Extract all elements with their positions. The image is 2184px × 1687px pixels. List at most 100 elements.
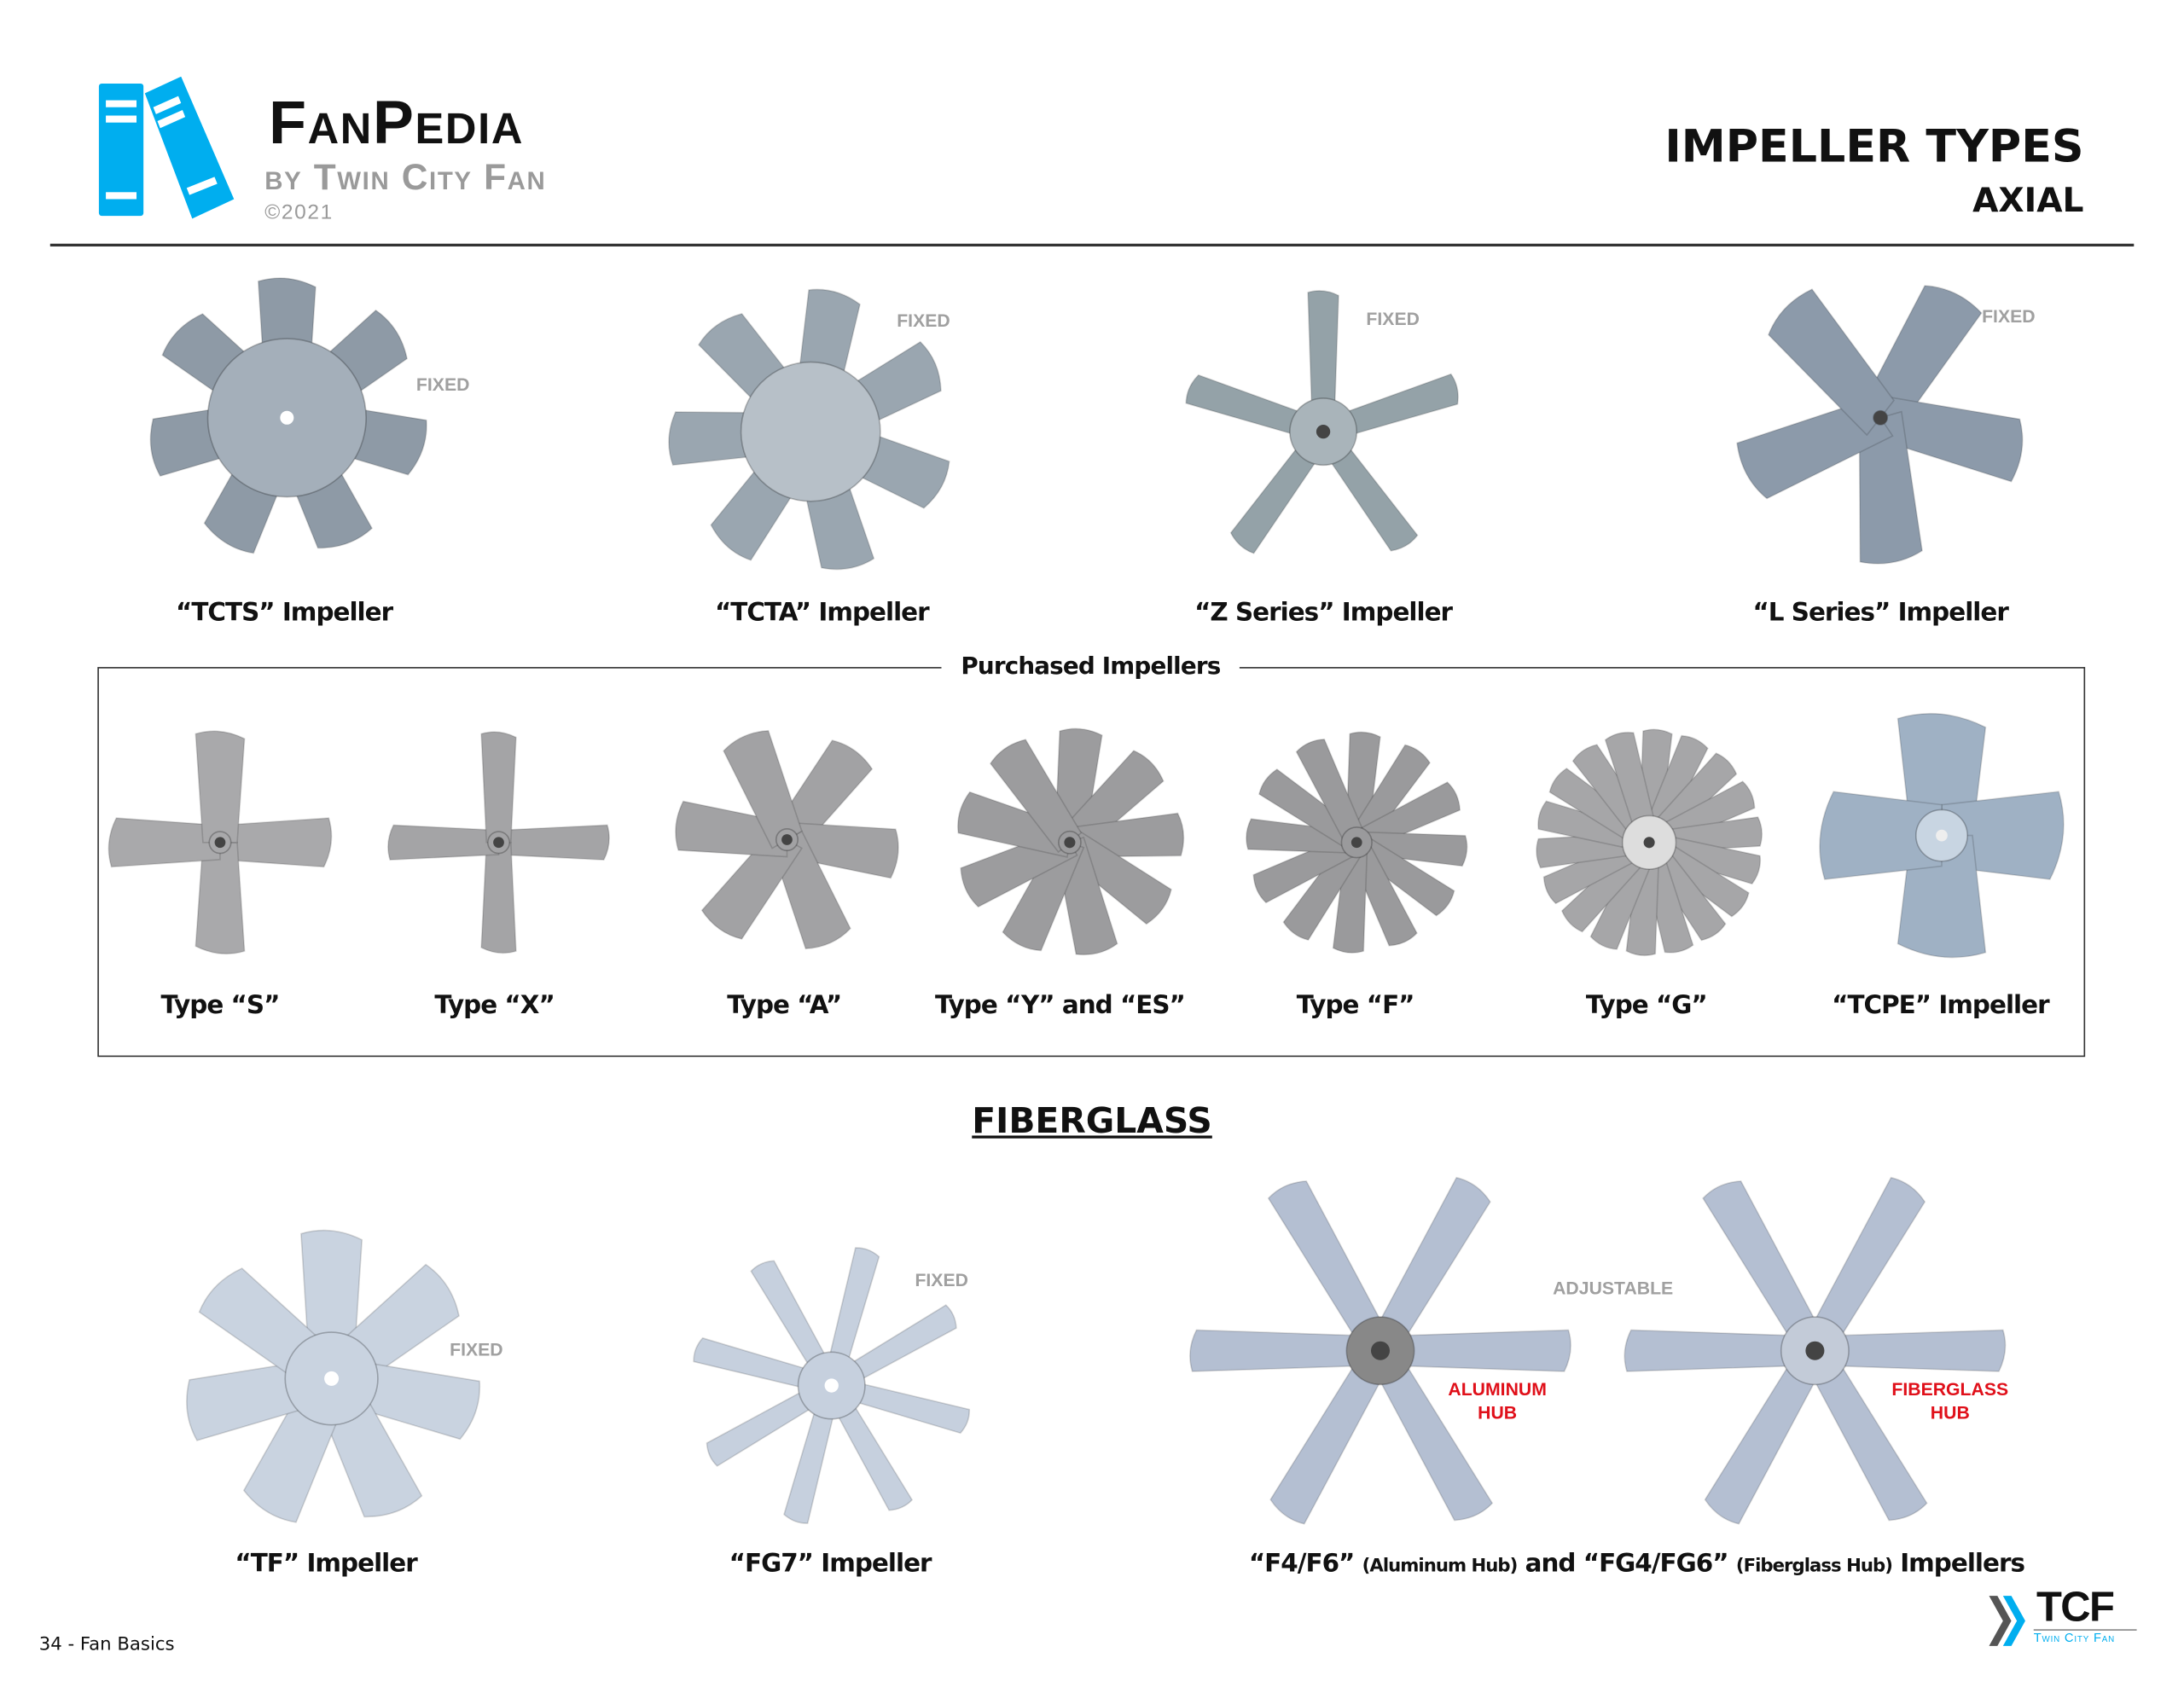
blade — [1282, 836, 1368, 942]
type-a-label: Type “A” — [727, 990, 842, 1020]
blade — [107, 817, 221, 868]
tf-impeller-icon — [186, 1229, 481, 1523]
type-y-es-label: Type “Y” and “ES” — [935, 990, 1186, 1020]
tcf-logo-subtitle: Twin City Fan — [2033, 1629, 2137, 1644]
blade — [1702, 1180, 1829, 1359]
blade — [195, 841, 246, 955]
type-s-impeller-icon — [107, 730, 333, 955]
blade — [1801, 1342, 1928, 1522]
type-x-impeller-icon — [387, 731, 610, 954]
blade — [1625, 841, 1660, 957]
adjustable-tag: ADJUSTABLE — [1553, 1278, 1674, 1299]
fiberglass-hub-tag: FIBERGLASS HUB — [1891, 1377, 2008, 1425]
bore — [1805, 1341, 1825, 1360]
blade — [219, 817, 333, 868]
type-g-impeller-icon — [1536, 728, 1763, 957]
f4-fg4-caption: “F4/F6” (Aluminum Hub) and “FG4/FG6” (Fi… — [1248, 1549, 2025, 1579]
page-subtitle: AXIAL — [1972, 181, 2084, 220]
blade — [1814, 1329, 2007, 1372]
tcf-logo: TCF — [2036, 1585, 2115, 1631]
page-number: 34 - Fan Basics — [38, 1634, 175, 1656]
tcta-label: “TCTA” Impeller — [714, 598, 930, 628]
caption-aluminum-hub: (Aluminum Hub) — [1362, 1556, 1519, 1578]
blade — [480, 731, 517, 844]
type-s-label: Type “S” — [160, 990, 281, 1020]
blade — [1350, 832, 1455, 917]
header-divider — [49, 243, 2135, 246]
blade — [1704, 1342, 1829, 1525]
tf-label: “TF” Impeller — [235, 1549, 417, 1579]
brand-title: FanPedia — [269, 89, 525, 158]
fiberglass-heading: FIBERGLASS — [972, 1100, 1212, 1141]
blade — [1061, 828, 1172, 925]
blade — [1801, 1176, 1926, 1359]
bore — [1873, 410, 1888, 425]
tcf-logo-chevrons-icon — [1989, 1596, 2025, 1646]
aluminum-hub-tag: ALUMINUM HUB — [1448, 1377, 1547, 1425]
fiberglass-hub-line1: FIBERGLASS — [1891, 1378, 2009, 1400]
fg7-fixed-tag: FIXED — [915, 1269, 968, 1290]
type-a-impeller-icon — [675, 729, 899, 950]
tf-fixed-tag: FIXED — [450, 1338, 503, 1360]
blade — [1380, 1329, 1571, 1372]
blade — [1819, 791, 1943, 880]
bore — [1643, 837, 1655, 849]
blade — [1269, 1342, 1394, 1525]
type-x-label: Type “X” — [434, 990, 555, 1020]
aluminum-hub-line1: ALUMINUM — [1448, 1378, 1547, 1400]
blade — [700, 830, 804, 940]
blade — [1356, 831, 1468, 867]
caption-f4-f6: “F4/F6” — [1248, 1549, 1356, 1579]
blade — [1623, 1329, 1816, 1372]
brand-byline: by Twin City Fan — [264, 155, 547, 198]
aluminum-hub-line2: HUB — [1478, 1402, 1518, 1423]
bore — [280, 410, 294, 425]
type-f-label: Type “F” — [1296, 990, 1415, 1020]
tcta-impeller-icon — [668, 288, 950, 571]
blade — [1367, 1342, 1494, 1522]
blade — [1332, 841, 1368, 954]
blade — [1736, 398, 1894, 500]
bore — [214, 837, 226, 849]
caption-fiberglass-hub: (Fiberglass Hub) — [1735, 1556, 1893, 1578]
l-series-fixed-tag: FIXED — [1982, 305, 2036, 327]
blade — [1346, 744, 1432, 849]
blade — [387, 824, 500, 861]
fg7-impeller-icon — [693, 1247, 971, 1524]
fiberglass-hub-line2: HUB — [1930, 1402, 1970, 1423]
tcts-fixed-tag: FIXED — [415, 374, 470, 395]
tcta-fixed-tag: FIXED — [897, 310, 950, 331]
bore — [824, 1378, 839, 1393]
tcts-label: “TCTS” Impeller — [176, 598, 393, 628]
blade — [1189, 1329, 1381, 1372]
tcts-impeller-icon — [149, 277, 427, 554]
purchased-impellers-title: Purchased Impellers — [941, 652, 1240, 681]
l-series-impeller-icon — [1736, 285, 2024, 565]
z-series-fixed-tag: FIXED — [1366, 308, 1420, 330]
blade — [195, 730, 246, 844]
fanpedia-books-logo-icon — [98, 76, 235, 219]
blade — [786, 821, 899, 879]
bore — [1936, 829, 1948, 842]
tcpe-impeller-icon — [1819, 712, 2065, 959]
blade — [675, 800, 788, 858]
caption-impellers: Impellers — [1900, 1549, 2025, 1579]
l-series-label: “L Series” Impeller — [1752, 598, 2008, 628]
caption-fg4-fg6: and “FG4/FG6” — [1525, 1549, 1729, 1579]
bore — [1064, 837, 1076, 849]
blade — [497, 824, 610, 861]
blade — [1258, 768, 1363, 853]
blade — [1246, 818, 1358, 855]
blade — [1002, 836, 1085, 952]
bore — [324, 1371, 340, 1386]
fg4-fg6-impeller-icon — [1623, 1176, 2007, 1525]
blade — [1367, 1176, 1491, 1359]
bore — [1370, 1341, 1391, 1360]
type-f-impeller-icon — [1246, 731, 1468, 954]
f4-f6-impeller-icon — [1189, 1176, 1571, 1525]
page-title: IMPELLER TYPES — [1664, 119, 2084, 173]
blade — [1879, 395, 2024, 483]
type-g-label: Type “G” — [1585, 990, 1708, 1020]
